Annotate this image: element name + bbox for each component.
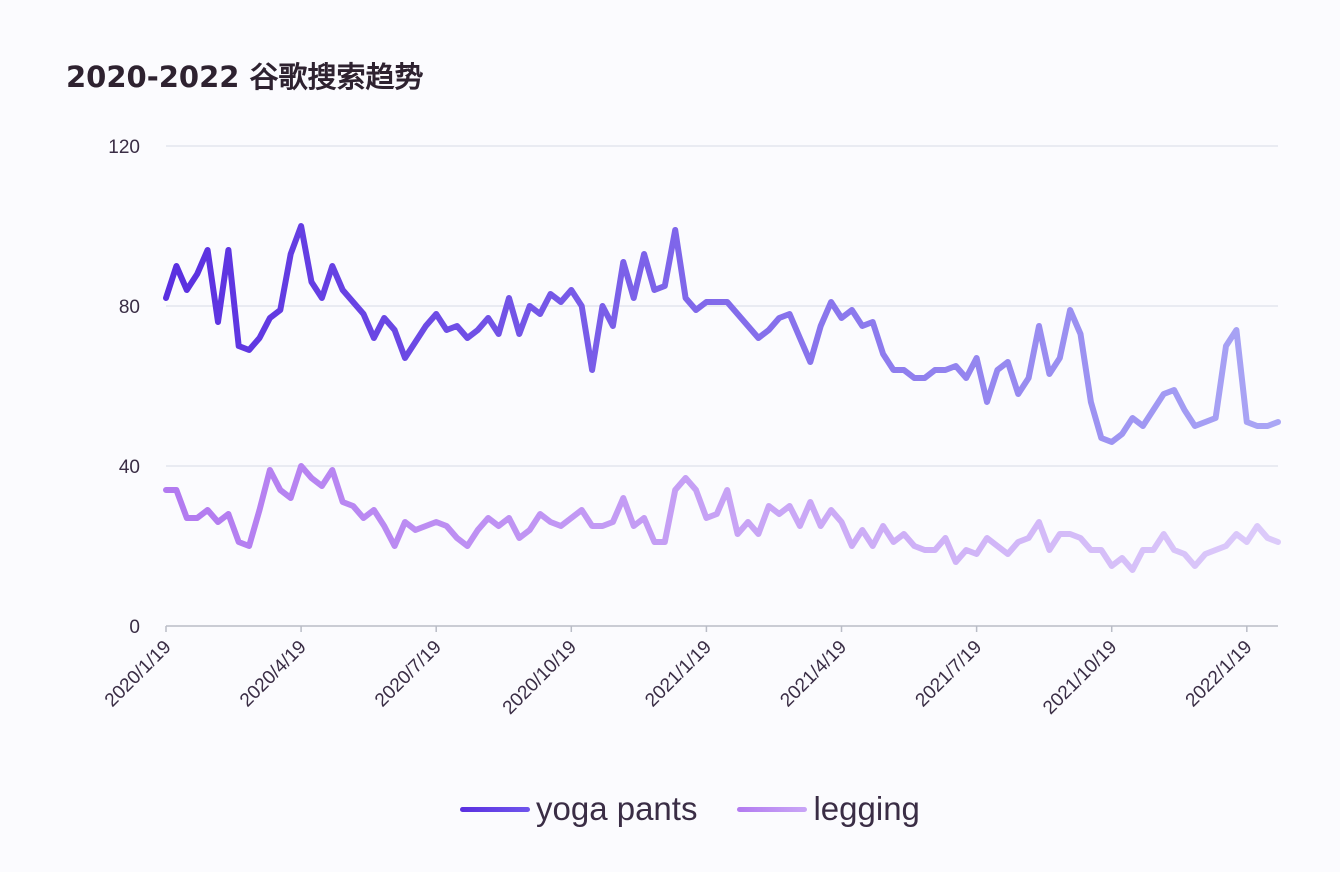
legend-label: legging	[813, 790, 920, 827]
series-line-legging	[163, 463, 1281, 573]
legend-swatch-icon	[460, 806, 530, 812]
legend-item-yoga-pants[interactable]: yoga pants	[460, 790, 697, 828]
y-tick-label: 40	[119, 457, 140, 478]
x-axis: 2020/1/19 2020/4/19 2020/7/19 2020/10/19 202…	[101, 625, 1278, 719]
legend-item-legging[interactable]: legging	[737, 790, 920, 828]
x-tick-label: 2022/1/19	[1182, 637, 1257, 712]
y-axis: 0 40 80 120	[108, 137, 140, 638]
x-tick-label: 2021/4/19	[776, 637, 851, 712]
legend-swatch-icon	[737, 806, 808, 812]
legend: yoga pants legging	[460, 790, 960, 828]
y-tick-label: 80	[119, 297, 140, 318]
y-tick-label: 0	[129, 617, 140, 638]
x-tick-label: 2020/7/19	[371, 637, 446, 712]
series-line-yoga-pants	[163, 223, 1281, 445]
x-tick-label: 2021/10/19	[1039, 637, 1121, 719]
y-tick-label: 120	[108, 137, 140, 158]
x-tick-label: 2020/10/19	[499, 637, 581, 719]
x-tick-label: 2021/1/19	[641, 637, 716, 712]
x-tick-label: 2020/1/19	[101, 637, 176, 712]
chart-title: 2020-2022 谷歌搜索趋势	[66, 60, 424, 94]
grid-lines	[166, 145, 1278, 467]
x-tick-label: 2021/7/19	[912, 637, 987, 712]
legend-label: yoga pants	[536, 790, 698, 827]
series-lines	[163, 223, 1281, 573]
x-tick-label: 2020/4/19	[236, 637, 311, 712]
